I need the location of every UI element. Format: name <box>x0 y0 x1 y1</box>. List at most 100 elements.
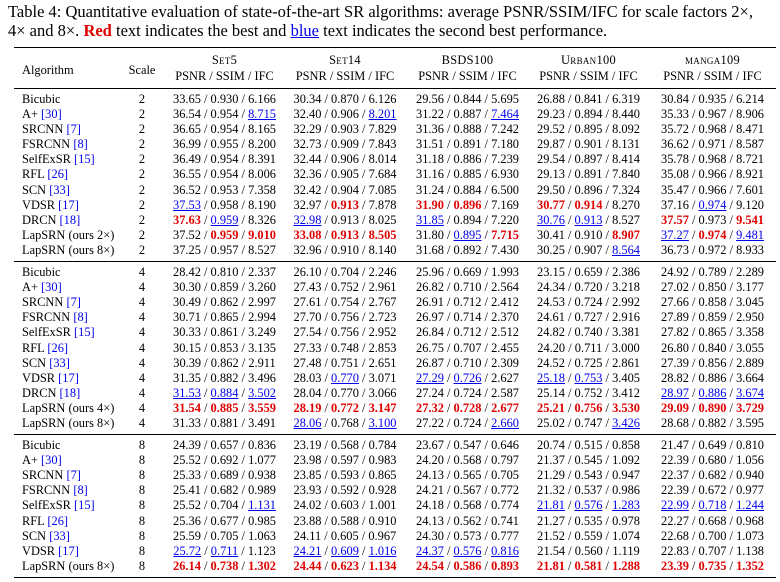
citation-link[interactable]: [8] <box>73 137 88 152</box>
citation-link[interactable]: [33] <box>49 182 70 197</box>
algorithm-name: A+ <box>22 107 38 122</box>
citation-link[interactable]: [15] <box>74 498 95 513</box>
algorithm-cell: Bicubic <box>14 89 118 108</box>
algorithm-cell: SRCNN [7] <box>14 122 118 137</box>
ifc-value: 3.559 <box>248 400 276 415</box>
psnr-value: 26.91 <box>416 295 444 310</box>
citation-link[interactable]: [8] <box>73 310 88 325</box>
metric-cell: 24.34 / 0.720 / 3.218 <box>537 280 640 295</box>
ifc-value: 7.239 <box>491 152 519 167</box>
ifc-value: 7.843 <box>368 137 397 152</box>
citation-link[interactable]: [18] <box>59 212 81 227</box>
metric-cell: 26.10 / 0.704 / 2.246 <box>293 265 397 280</box>
metric-cell: 36.49 / 0.954 / 8.391 <box>173 152 276 167</box>
citation-link[interactable]: [33] <box>49 355 70 370</box>
citation-link[interactable]: [8] <box>73 483 88 498</box>
psnr-value: 31.80 <box>416 227 444 242</box>
algorithm-cell: VDSR [17] <box>14 544 118 559</box>
ifc-value: 7.085 <box>368 182 397 197</box>
citation-link[interactable]: [30] <box>41 107 62 122</box>
ifc-value: 8.921 <box>736 167 764 182</box>
metric-cell: 21.52 / 0.559 / 1.074 <box>537 528 640 543</box>
citation-link[interactable]: [17] <box>58 197 79 212</box>
ifc-value: 8.391 <box>248 152 276 167</box>
table-row: A+ [30] 8 25.52 / 0.692 / 1.077 23.98 / 0.5… <box>14 453 776 468</box>
ifc-value: 0.836 <box>248 438 276 453</box>
ifc-value: 2.337 <box>248 265 276 280</box>
ifc-value: 8.025 <box>368 212 397 227</box>
ifc-value: 1.016 <box>368 543 397 558</box>
citation-link[interactable]: [17] <box>58 543 79 558</box>
ifc-value: 2.370 <box>491 310 519 325</box>
ifc-value: 0.978 <box>612 513 640 528</box>
ifc-value: 9.481 <box>736 227 764 242</box>
caption-red-word: Red <box>83 21 112 40</box>
citation-link[interactable]: [26] <box>47 340 69 355</box>
ifc-value: 2.564 <box>491 280 519 295</box>
metric-cell: 30.15 / 0.853 / 3.135 <box>173 340 276 355</box>
ssim-value: 0.748 <box>331 340 359 355</box>
metric-cell: 26.97 / 0.714 / 2.370 <box>416 310 519 325</box>
citation-link[interactable]: [26] <box>47 167 69 182</box>
psnr-value: 29.52 <box>537 122 565 137</box>
ssim-value: 0.974 <box>698 227 727 242</box>
citation-link[interactable]: [18] <box>59 385 81 400</box>
ifc-value: 0.810 <box>736 438 764 453</box>
scale-cell: 4 <box>138 310 146 325</box>
citation-link[interactable]: [7] <box>66 468 81 483</box>
algorithm-name: SCN <box>22 355 47 370</box>
citation-link[interactable]: [7] <box>66 295 81 310</box>
ifc-value: 8.715 <box>248 107 276 122</box>
citation-link[interactable]: [30] <box>41 453 62 468</box>
ifc-value: 0.947 <box>612 468 640 483</box>
citation-link[interactable]: [15] <box>74 152 95 167</box>
citation-link[interactable]: [26] <box>47 513 69 528</box>
citation-link[interactable]: [7] <box>66 122 81 137</box>
ssim-value: 0.772 <box>331 400 359 415</box>
citation-link[interactable]: [15] <box>74 325 95 340</box>
algorithm-cell: LapSRN (ours 8×) <box>14 415 118 436</box>
algorithm-cell: VDSR [17] <box>14 371 118 386</box>
header-metric: PSNR / SSIM / IFC <box>283 68 407 89</box>
citation-link[interactable]: [33] <box>49 528 70 543</box>
scale-cell: 8 <box>138 513 146 528</box>
algorithm-name: LapSRN (ours 2×) <box>22 227 115 242</box>
psnr-value: 37.16 <box>661 197 689 212</box>
ssim-value: 0.657 <box>210 438 239 453</box>
psnr-value: 29.56 <box>416 92 444 106</box>
psnr-value: 24.44 <box>293 558 322 573</box>
psnr-value: 29.50 <box>537 182 565 197</box>
citation-link[interactable]: [17] <box>58 370 79 385</box>
metric-cell: 22.39 / 0.680 / 1.056 <box>661 453 764 468</box>
psnr-value: 30.76 <box>537 212 565 227</box>
algorithm-cell: SRCNN [7] <box>14 468 118 483</box>
algorithm-cell: LapSRN (ours 2×) <box>14 228 118 243</box>
ssim-value: 0.756 <box>331 310 359 325</box>
metric-cell: 25.72 / 0.711 / 1.123 <box>173 543 276 558</box>
metric-cell: 21.54 / 0.560 / 1.119 <box>537 543 640 558</box>
ssim-value: 0.718 <box>698 498 727 513</box>
ifc-value: 2.911 <box>248 355 276 370</box>
ssim-value: 0.668 <box>698 513 727 528</box>
metric-cell: 37.27 / 0.974 / 9.481 <box>661 227 764 242</box>
table-row: DRCN [18] 4 31.53 / 0.884 / 3.502 28.04 / 0… <box>14 386 776 401</box>
psnr-value: 36.99 <box>173 137 201 152</box>
ssim-value: 0.858 <box>698 295 727 310</box>
psnr-value: 30.77 <box>537 197 565 212</box>
algorithm-name: RFL <box>22 513 45 528</box>
ifc-value: 7.220 <box>491 212 519 227</box>
ssim-value: 0.882 <box>210 370 239 385</box>
ssim-value: 0.752 <box>331 280 359 295</box>
header-scale: Scale <box>118 47 166 89</box>
ifc-value: 3.260 <box>248 280 276 295</box>
psnr-value: 26.10 <box>293 265 322 280</box>
psnr-value: 26.97 <box>416 310 444 325</box>
metric-cell: 36.54 / 0.954 / 8.715 <box>173 107 276 122</box>
citation-link[interactable]: [30] <box>41 280 62 295</box>
metric-cell: 23.15 / 0.659 / 2.386 <box>537 265 640 280</box>
ifc-value: 0.968 <box>736 513 764 528</box>
ssim-value: 0.568 <box>331 438 359 453</box>
ssim-value: 0.689 <box>210 468 239 483</box>
algorithm-cell: RFL [26] <box>14 514 118 529</box>
psnr-value: 29.87 <box>537 137 565 152</box>
